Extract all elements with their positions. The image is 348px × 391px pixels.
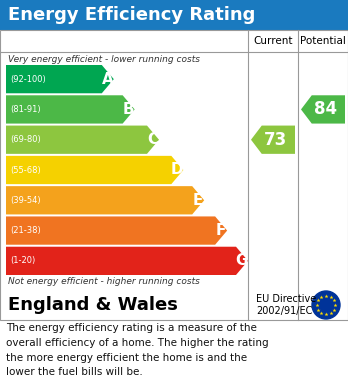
Text: (55-68): (55-68) [10, 165, 41, 174]
Polygon shape [6, 247, 248, 275]
Polygon shape [251, 126, 295, 154]
Bar [0, 30, 348, 320]
Text: EU Directive
2002/91/EC: EU Directive 2002/91/EC [256, 294, 316, 316]
Text: Potential: Potential [300, 36, 346, 46]
Polygon shape [6, 95, 135, 124]
Text: E: E [193, 193, 203, 208]
Text: 73: 73 [264, 131, 287, 149]
Circle shape [312, 291, 340, 319]
Text: The energy efficiency rating is a measure of the
overall efficiency of a home. T: The energy efficiency rating is a measur… [6, 323, 269, 377]
Text: D: D [171, 163, 184, 178]
Text: B: B [123, 102, 134, 117]
Text: Current: Current [253, 36, 293, 46]
Text: (69-80): (69-80) [10, 135, 41, 144]
Polygon shape [6, 186, 204, 214]
Polygon shape [6, 65, 114, 93]
Polygon shape [6, 126, 159, 154]
Text: (21-38): (21-38) [10, 226, 41, 235]
Polygon shape [6, 156, 183, 184]
Text: G: G [236, 253, 248, 268]
Text: Not energy efficient - higher running costs: Not energy efficient - higher running co… [8, 277, 200, 286]
Text: England & Wales: England & Wales [8, 296, 178, 314]
Text: A: A [102, 72, 114, 87]
Text: Energy Efficiency Rating: Energy Efficiency Rating [8, 6, 255, 24]
Bar [0, 0, 348, 30]
Polygon shape [301, 95, 345, 124]
Text: Very energy efficient - lower running costs: Very energy efficient - lower running co… [8, 55, 200, 64]
Text: C: C [148, 132, 159, 147]
Polygon shape [6, 217, 227, 245]
Text: (39-54): (39-54) [10, 196, 41, 205]
Text: (1-20): (1-20) [10, 256, 35, 265]
Text: (92-100): (92-100) [10, 75, 46, 84]
Text: F: F [216, 223, 226, 238]
Text: (81-91): (81-91) [10, 105, 41, 114]
Text: 84: 84 [314, 100, 337, 118]
